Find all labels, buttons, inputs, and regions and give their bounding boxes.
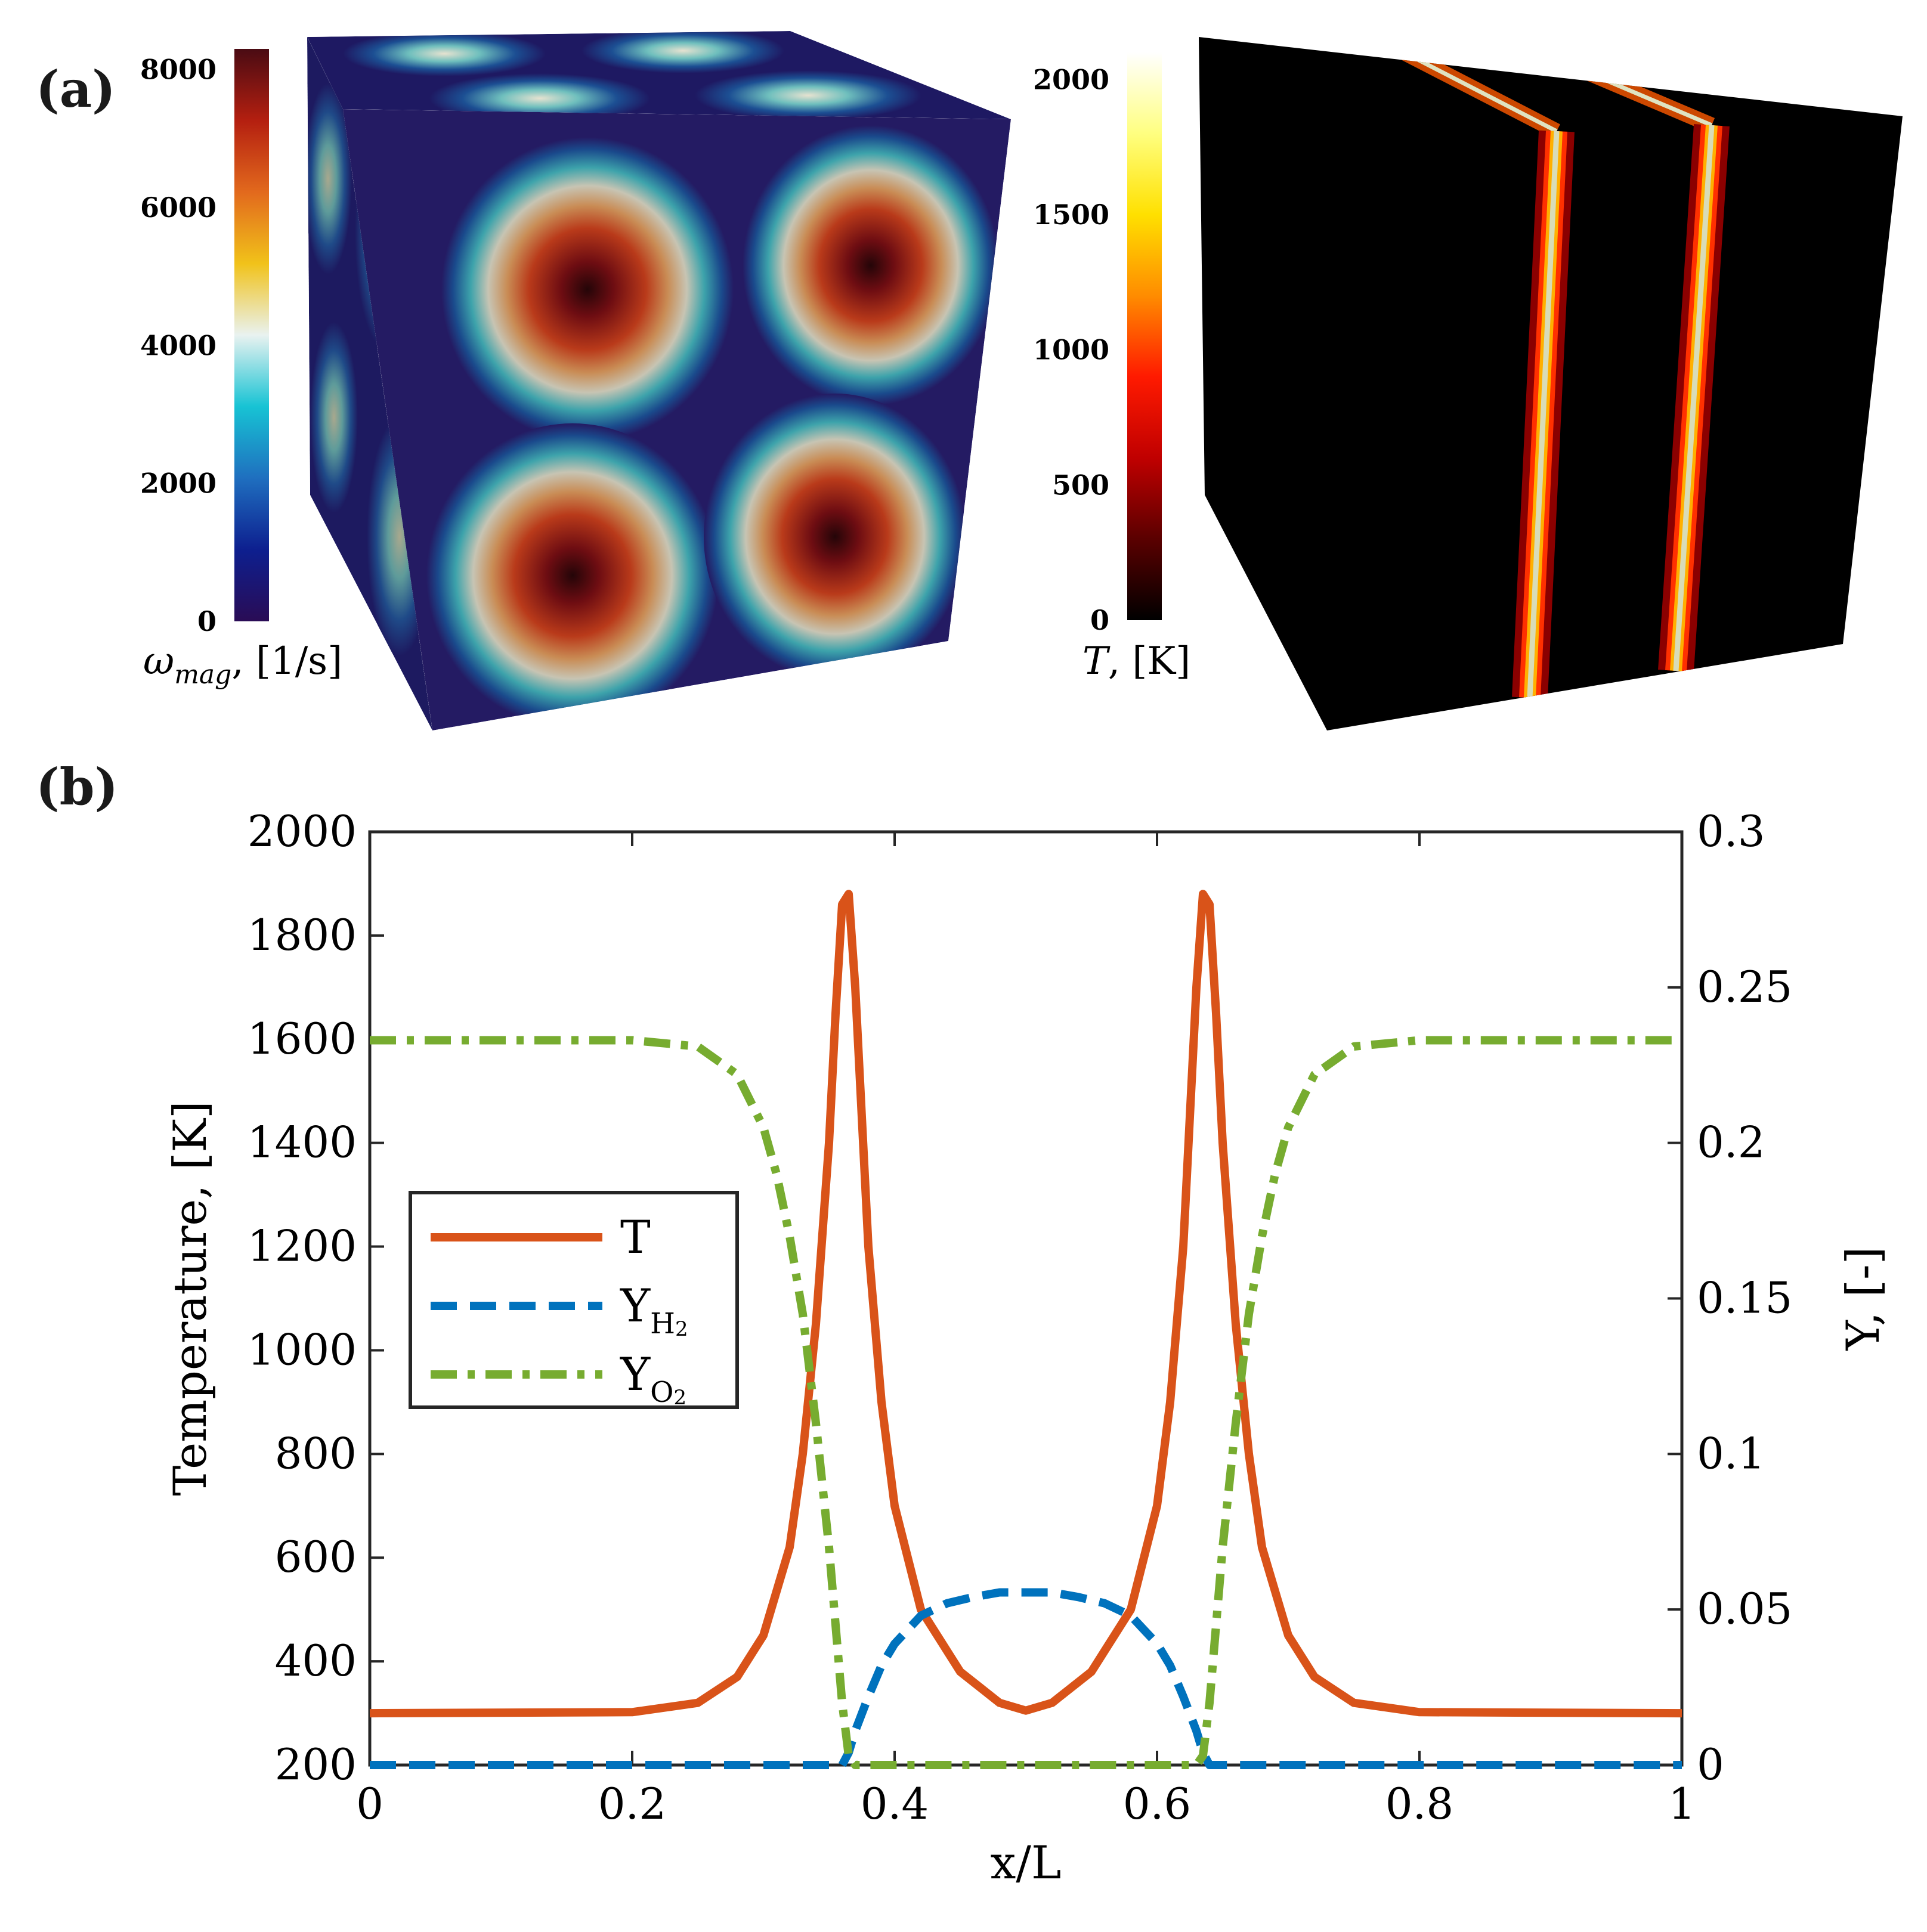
temperature-colorbar-gradient bbox=[1127, 52, 1162, 620]
y2-tick-label: 0.05 bbox=[1697, 1584, 1792, 1634]
temperature-colorbar-tick-label: 1500 bbox=[1033, 199, 1109, 231]
temperature-cube bbox=[1199, 37, 1903, 730]
flame-front-right bbox=[1658, 124, 1730, 672]
y2-tick-label: 0.2 bbox=[1697, 1117, 1765, 1168]
vorticity-colorbar-tick-label: 8000 bbox=[140, 54, 216, 86]
vorticity-colorbar-label: ωmag, [1/s] bbox=[143, 639, 342, 690]
vorticity-colorbar-gradient bbox=[234, 49, 269, 621]
vorticity-colorbar-tick-label: 4000 bbox=[140, 329, 216, 361]
y-tick-label: 800 bbox=[275, 1428, 357, 1478]
legend-entry-label: YO2 bbox=[620, 1348, 686, 1410]
y2-tick-label: 0.15 bbox=[1697, 1273, 1792, 1323]
y-tick-label: 1000 bbox=[248, 1324, 357, 1374]
y2-tick-label: 0 bbox=[1697, 1739, 1724, 1789]
y2-tick-label: 0.3 bbox=[1697, 806, 1765, 856]
x-tick-label: 0.6 bbox=[1123, 1779, 1192, 1829]
temperature-colorbar-tick-label: 500 bbox=[1052, 469, 1109, 501]
x-axis-label: x/L bbox=[991, 1836, 1062, 1889]
y-tick-label: 400 bbox=[275, 1636, 357, 1686]
vorticity-cube-front-face bbox=[343, 109, 1011, 730]
x-tick-label: 0.4 bbox=[861, 1779, 929, 1829]
series-line-y-o2 bbox=[370, 1036, 1682, 1769]
panel-label-b: (b) bbox=[36, 757, 119, 816]
vorticity-colorbar-tick-label: 2000 bbox=[140, 467, 216, 500]
y-tick-label: 1400 bbox=[248, 1117, 357, 1168]
y-tick-label: 1600 bbox=[248, 1014, 357, 1064]
vorticity-cube bbox=[307, 31, 1011, 730]
y-tick-label: 600 bbox=[275, 1532, 357, 1582]
x-tick-label: 1 bbox=[1668, 1779, 1696, 1829]
vorticity-colorbar: 0 2000 4000 6000 8000 ωmag, [1/s] bbox=[140, 49, 342, 690]
y-tick-label: 2000 bbox=[248, 806, 357, 856]
temperature-colorbar-tick-label: 2000 bbox=[1033, 63, 1109, 95]
legend-box bbox=[409, 1191, 739, 1409]
series-line-y-h2 bbox=[370, 1588, 1682, 1769]
temperature-colorbar-tick-label: 0 bbox=[1090, 604, 1109, 636]
x-tick-label: 0.2 bbox=[598, 1779, 667, 1829]
legend: T YH2 YO2 bbox=[409, 1191, 739, 1410]
legend-entry-label: YH2 bbox=[620, 1279, 688, 1341]
legend-entry-label: T bbox=[620, 1210, 651, 1264]
y-axis-label: Temperature, [K] bbox=[163, 1101, 216, 1496]
temperature-colorbar-tick-label: 1000 bbox=[1033, 334, 1109, 366]
y2-tick-label: 0.25 bbox=[1697, 962, 1792, 1012]
panel-label-a: (a) bbox=[36, 60, 116, 119]
x-tick-label: 0 bbox=[356, 1779, 383, 1829]
vorticity-cube-top-face bbox=[307, 31, 1011, 119]
y-tick-label: 1800 bbox=[248, 910, 357, 960]
line-chart: 0 0.2 0.4 0.6 0.8 120040060080010001200140016… bbox=[163, 806, 1889, 1889]
flame-front-left bbox=[1512, 130, 1575, 699]
x-tick-label: 0.8 bbox=[1385, 1779, 1454, 1829]
vorticity-colorbar-tick-label: 0 bbox=[197, 605, 216, 637]
y2-tick-label: 0.1 bbox=[1697, 1428, 1765, 1478]
temperature-colorbar-label: T, [K] bbox=[1082, 639, 1190, 683]
y-tick-label: 1200 bbox=[248, 1221, 357, 1271]
temperature-colorbar: 0 500 1000 1500 2000 T, [K] bbox=[1033, 52, 1190, 683]
y2-axis-label: Y, [-] bbox=[1836, 1247, 1889, 1351]
vorticity-colorbar-tick-label: 6000 bbox=[140, 191, 216, 224]
y-tick-label: 200 bbox=[275, 1739, 357, 1789]
